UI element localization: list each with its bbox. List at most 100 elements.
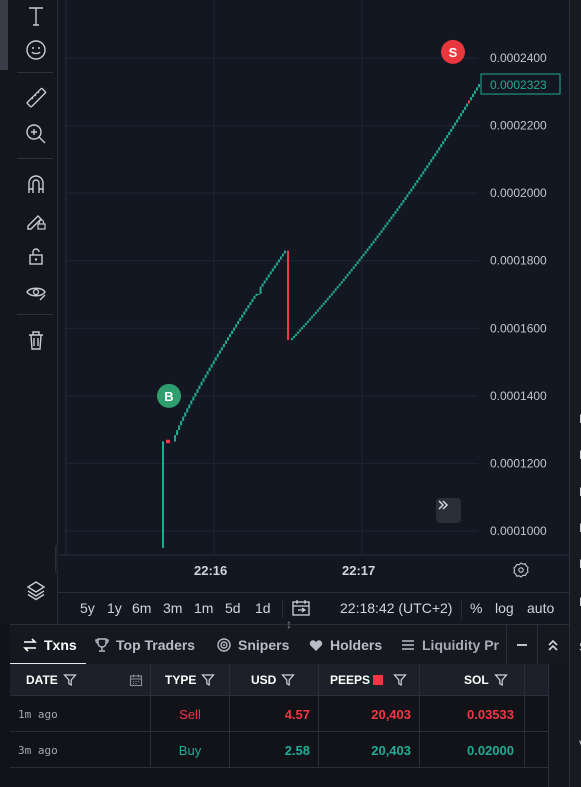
candle <box>348 271 351 274</box>
target-icon <box>216 637 232 653</box>
magnet-icon[interactable] <box>20 168 52 200</box>
unlock-icon[interactable] <box>20 240 52 272</box>
candle <box>408 191 411 195</box>
candle <box>296 331 299 334</box>
txn-sol: 0.03533 <box>420 696 525 732</box>
candle <box>322 302 325 305</box>
minimize-panel-button[interactable] <box>506 625 536 665</box>
candle <box>368 246 371 249</box>
range-1m[interactable]: 1m <box>194 600 214 616</box>
candle <box>281 253 284 257</box>
table-row[interactable]: 3m ago Buy 2.58 20,403 0.02000 <box>10 732 548 768</box>
candle <box>328 295 331 298</box>
tab-txns[interactable]: Txns <box>22 625 77 665</box>
clipped-label: F <box>579 485 581 499</box>
panel-resize-handle[interactable]: ↕ <box>286 617 292 631</box>
candle <box>267 274 270 278</box>
tab-top-traders-label: Top Traders <box>116 637 196 653</box>
candle <box>470 97 473 101</box>
clipped-label: F <box>579 557 581 571</box>
price-tick-label: 0.0001400 <box>490 389 547 403</box>
chart-settings-icon[interactable] <box>513 562 535 584</box>
range-1y[interactable]: 1y <box>107 600 122 616</box>
candle <box>233 327 236 331</box>
range-6m[interactable]: 6m <box>132 600 152 616</box>
range-5d[interactable]: 5d <box>225 600 241 616</box>
candle <box>424 168 427 172</box>
candle <box>336 286 339 289</box>
candle <box>416 179 419 183</box>
candle <box>358 258 361 262</box>
candle <box>241 314 244 318</box>
candle <box>226 337 229 341</box>
table-scrollbar[interactable] <box>548 664 569 787</box>
text-tool-icon[interactable] <box>20 0 52 32</box>
candle <box>418 177 421 180</box>
candle <box>390 216 393 220</box>
filter-icon[interactable] <box>62 673 77 687</box>
candle <box>438 147 441 151</box>
range-5y[interactable]: 5y <box>80 600 95 616</box>
date-range-icon[interactable] <box>290 597 312 622</box>
candle <box>192 396 195 401</box>
tab-holders[interactable]: Holders <box>308 625 382 665</box>
auto-scale-toggle[interactable]: auto <box>527 600 555 616</box>
range-1d[interactable]: 1d <box>255 600 271 616</box>
candle <box>464 106 467 110</box>
candle <box>306 320 309 323</box>
candle <box>277 259 280 263</box>
ruler-icon[interactable] <box>20 82 52 114</box>
percent-scale-toggle[interactable]: % <box>470 600 483 616</box>
candle <box>426 165 429 169</box>
candle <box>208 367 211 372</box>
candle <box>287 250 289 341</box>
candle <box>324 300 327 303</box>
candle <box>400 202 403 206</box>
scroll-to-realtime-button[interactable] <box>436 498 461 523</box>
filter-icon[interactable] <box>281 673 296 687</box>
tab-liquidity[interactable]: Liquidity Pr <box>400 625 500 665</box>
candle <box>284 250 286 254</box>
emoji-icon[interactable] <box>20 34 52 66</box>
table-header: DATE TYPE USD PEEPS SOL <box>10 664 548 696</box>
layers-icon[interactable] <box>20 574 52 606</box>
lock-drawing-icon[interactable] <box>20 204 52 236</box>
expand-panel-button[interactable] <box>537 625 567 665</box>
price-tick-label: 0.0001200 <box>490 456 547 470</box>
candle <box>446 135 449 139</box>
txn-type: Sell <box>151 696 230 732</box>
column-date: DATE <box>10 664 151 696</box>
candle <box>340 281 343 284</box>
price-chart[interactable]: 0.0002400 0.0002200 0.0002000 0.0001800 0.00… <box>58 0 569 592</box>
candle <box>354 263 357 267</box>
chart-grid <box>58 0 569 556</box>
clock-timezone[interactable]: 22:18:42 (UTC+2) <box>340 600 453 616</box>
candle <box>174 435 177 442</box>
candle <box>450 128 453 132</box>
filter-icon[interactable] <box>393 673 407 687</box>
price-axis: 0.0002400 0.0002200 0.0002000 0.0001800 0.00… <box>490 51 547 538</box>
trash-icon[interactable] <box>20 324 52 356</box>
candle <box>428 162 431 166</box>
candle <box>200 381 203 386</box>
toolbar-scrollbar[interactable] <box>0 0 8 70</box>
candle <box>269 271 272 275</box>
table-row[interactable]: 1m ago Sell 4.57 20,403 0.03533 <box>10 696 548 732</box>
candle <box>332 290 335 294</box>
candle <box>384 224 387 228</box>
eye-icon[interactable] <box>20 276 52 308</box>
marker-label: B <box>164 389 173 404</box>
column-sol: SOL <box>420 664 525 696</box>
candle <box>229 333 232 338</box>
candle <box>468 100 471 104</box>
filter-icon[interactable] <box>201 673 216 687</box>
filter-icon[interactable] <box>493 673 508 687</box>
tab-top-traders[interactable]: Top Traders <box>94 625 195 665</box>
tab-snipers[interactable]: Snipers <box>216 625 289 665</box>
candle <box>386 222 389 225</box>
log-scale-toggle[interactable]: log <box>495 600 514 616</box>
candle <box>176 430 179 436</box>
zoom-in-icon[interactable] <box>20 118 52 150</box>
range-3m[interactable]: 3m <box>163 600 183 616</box>
calendar-icon[interactable] <box>129 673 143 690</box>
